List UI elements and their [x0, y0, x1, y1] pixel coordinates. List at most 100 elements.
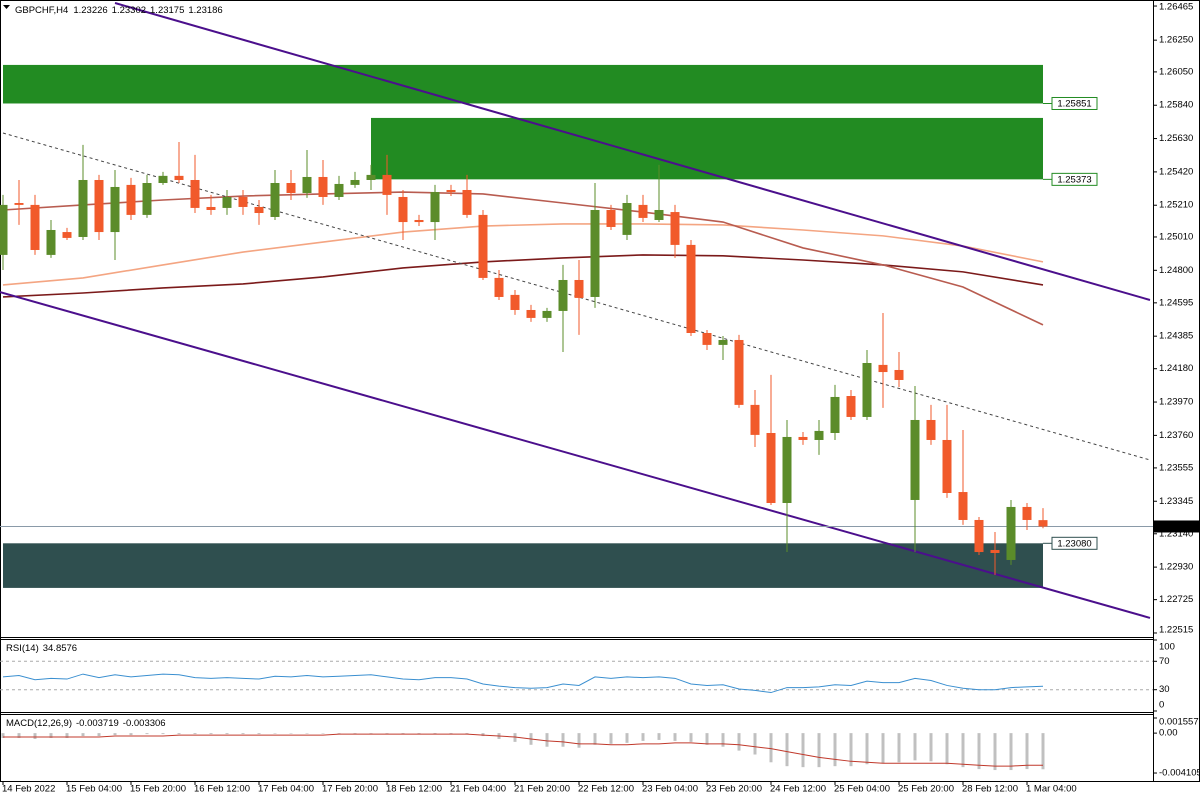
- macd-bar: [977, 733, 981, 770]
- macd-bar: [929, 733, 933, 762]
- macd-bar: [289, 733, 293, 734]
- candle-body: [142, 183, 152, 215]
- y-tick-label: 1.23760: [1159, 430, 1193, 441]
- macd-bar: [849, 733, 853, 767]
- candle-body: [206, 206, 216, 210]
- macd-bar: [865, 733, 869, 765]
- trend-line: [0, 291, 1151, 619]
- macd-bar: [561, 733, 565, 747]
- macd-bar: [769, 733, 773, 763]
- candle-body: [958, 492, 968, 520]
- x-tick-label: 25 Feb 20:00: [898, 784, 954, 795]
- macd-bar: [881, 733, 885, 764]
- candle-body: [366, 174, 376, 180]
- macd-bar: [193, 733, 197, 735]
- candle-body: [702, 332, 712, 345]
- y-tick-label: 70: [1159, 656, 1170, 667]
- candle-body: [942, 439, 952, 493]
- candle-body: [638, 204, 648, 218]
- frame: [0, 0, 1200, 782]
- candle-body: [622, 203, 632, 235]
- candle-body: [462, 189, 472, 215]
- candle-body: [606, 209, 616, 227]
- macd-value: -0.003719: [76, 718, 119, 729]
- high-value: 1.23302: [112, 5, 146, 16]
- macd-bar: [49, 733, 53, 738]
- x-tick-label: 28 Feb 12:00: [962, 784, 1018, 795]
- macd-bar: [817, 733, 821, 768]
- macd-bar: [673, 733, 677, 741]
- macd-bar: [785, 733, 789, 767]
- low-value: 1.23175: [150, 5, 184, 16]
- y-tick-label: 1.23345: [1159, 496, 1193, 507]
- macd-bar: [385, 733, 389, 734]
- x-tick-label: 1 Mar 04:00: [1026, 784, 1077, 795]
- macd-bar: [209, 733, 213, 735]
- macd-bar: [65, 733, 69, 738]
- candle-body: [1038, 520, 1048, 527]
- macd-bar: [81, 733, 85, 737]
- x-tick-label: 21 Feb 04:00: [450, 784, 506, 795]
- candle-body: [526, 309, 536, 318]
- macd-bar: [801, 733, 805, 768]
- y-tick-label: 1.25010: [1159, 231, 1193, 242]
- x-tick-label: 15 Feb 20:00: [130, 784, 186, 795]
- candle-body: [334, 183, 344, 197]
- macd-bar: [129, 733, 133, 736]
- candle-body: [782, 436, 792, 503]
- macd-bar: [113, 733, 117, 736]
- candle-body: [126, 184, 136, 215]
- zone-label: 1.25851: [1057, 99, 1091, 110]
- candle-body: [926, 419, 936, 440]
- close-value: 1.23186: [188, 5, 222, 16]
- macd-bar: [833, 733, 837, 767]
- x-tick-label: 17 Feb 20:00: [322, 784, 378, 795]
- macd-bar: [609, 733, 613, 744]
- y-tick-label: 1.23970: [1159, 397, 1193, 408]
- macd-bar: [321, 733, 325, 734]
- macd-bar: [737, 733, 741, 751]
- candle-body: [1006, 506, 1016, 560]
- indicator-line: [2, 673, 1044, 694]
- macd-bar: [945, 733, 949, 765]
- y-tick-label: 1.24595: [1159, 297, 1193, 308]
- y-tick-label: 1.22515: [1159, 625, 1193, 636]
- candle-body: [222, 196, 232, 208]
- y-tick-label: 1.24180: [1159, 363, 1193, 374]
- y-tick-label: 1.22930: [1159, 562, 1193, 573]
- zone-label-box: [1051, 172, 1098, 186]
- macd-bar: [625, 733, 629, 743]
- zone-label: 1.25373: [1057, 174, 1091, 185]
- x-tick-label: 18 Feb 12:00: [386, 784, 442, 795]
- candle-body: [910, 419, 920, 500]
- candle-body: [878, 364, 888, 373]
- candle-body: [542, 310, 552, 318]
- zone: [371, 117, 1043, 180]
- x-tick-label: 17 Feb 04:00: [258, 784, 314, 795]
- y-tick-label: 100: [1159, 642, 1175, 653]
- signal-line: [3, 733, 1044, 767]
- candle-body: [158, 175, 168, 184]
- candle-body: [14, 203, 24, 205]
- signal-value: -0.003306: [123, 718, 166, 729]
- y-tick-label: 0.001557: [1159, 717, 1199, 728]
- macd-bar: [1, 733, 5, 738]
- y-tick-label: 1.24800: [1159, 265, 1193, 276]
- zone: [3, 64, 1043, 104]
- x-tick-label: 23 Feb 20:00: [706, 784, 762, 795]
- macd-bar: [225, 733, 229, 735]
- x-tick-label: 25 Feb 04:00: [834, 784, 890, 795]
- moving-average: [2, 223, 1044, 286]
- symbol: GBPCHF,H4: [15, 5, 68, 16]
- macd-bar: [97, 733, 101, 737]
- candle-body: [238, 196, 248, 207]
- macd-bar: [1009, 733, 1013, 771]
- macd-bar: [913, 733, 917, 761]
- macd-bar: [145, 733, 149, 735]
- macd-bar: [305, 733, 309, 734]
- candle-body: [558, 279, 568, 311]
- candle-body: [494, 277, 504, 297]
- moving-average: [2, 191, 1044, 326]
